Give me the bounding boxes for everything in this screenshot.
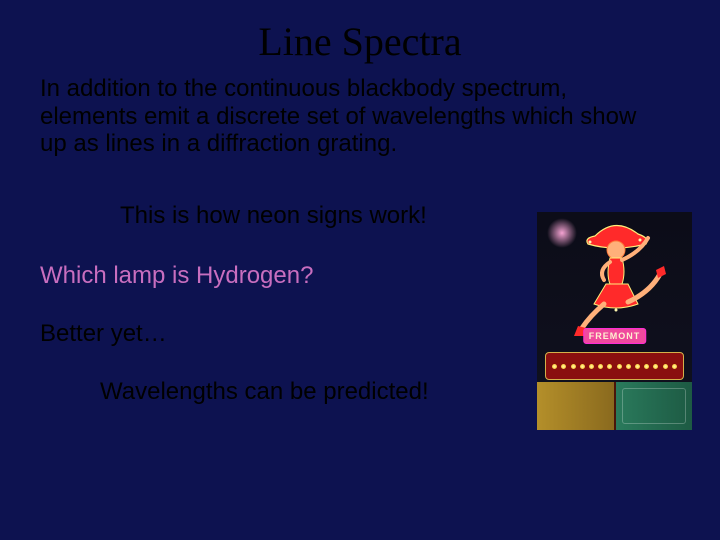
lower-sign-panels [537,382,692,430]
cowgirl-neon-icon [560,218,670,338]
intro-paragraph: In addition to the continuous blackbody … [0,75,720,158]
slide-title: Line Spectra [0,0,720,75]
gold-panel [537,382,616,430]
fremont-sign-label: FREMONT [583,328,647,344]
green-panel [616,382,693,430]
neon-sign-image: FREMONT [537,212,692,430]
marquee-bulb-row [545,352,684,380]
